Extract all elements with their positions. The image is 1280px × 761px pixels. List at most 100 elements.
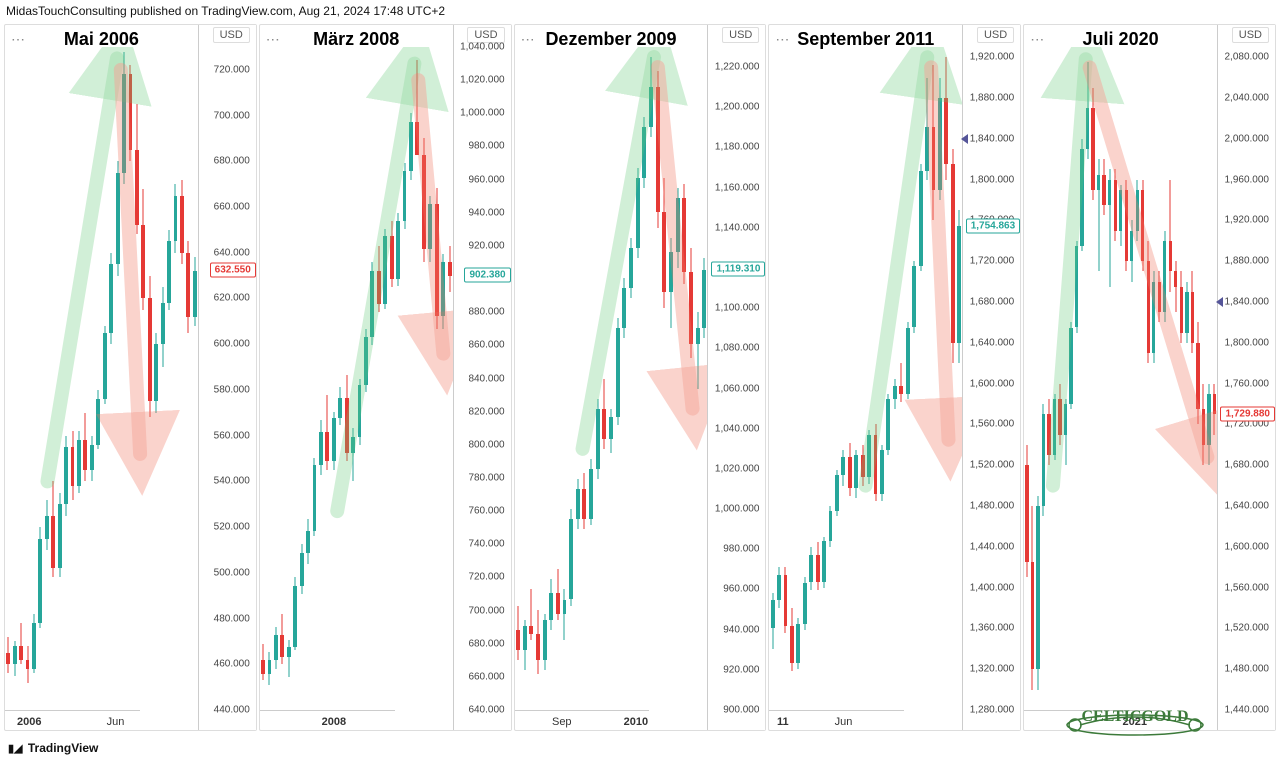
panel-menu-icon[interactable]: ⋯ — [521, 31, 536, 48]
y-tick: 1,920.000 — [1224, 215, 1269, 226]
y-tick: 1,480.000 — [970, 501, 1015, 512]
candle — [1031, 47, 1034, 710]
y-tick: 940.000 — [723, 624, 759, 635]
candle — [957, 47, 961, 710]
y-tick: 1,880.000 — [1224, 256, 1269, 267]
candle — [1114, 47, 1117, 710]
x-tick: 2021 — [1122, 716, 1146, 728]
panel-menu-icon[interactable]: ⋯ — [1030, 31, 1045, 48]
candle — [563, 47, 567, 710]
candle — [154, 47, 158, 710]
y-axis: USD1,280.0001,320.0001,360.0001,400.0001… — [962, 25, 1020, 730]
candle — [300, 47, 304, 710]
candle — [167, 47, 171, 710]
candle — [576, 47, 580, 710]
x-axis: 11 Jun — [769, 710, 904, 730]
candle — [1069, 47, 1072, 710]
candle — [345, 47, 349, 710]
candle — [351, 47, 355, 710]
y-tick: 920.000 — [723, 664, 759, 675]
candle — [822, 47, 826, 710]
y-tick: 800.000 — [468, 439, 504, 450]
candle — [403, 47, 407, 710]
panel-menu-icon[interactable]: ⋯ — [11, 31, 26, 48]
y-tick: 680.000 — [468, 638, 504, 649]
panel-menu-icon[interactable]: ⋯ — [775, 31, 790, 48]
y-tick: 880.000 — [468, 307, 504, 318]
candle — [38, 47, 42, 710]
candle — [1091, 47, 1094, 710]
candle — [45, 47, 49, 710]
x-tick: Jun — [835, 716, 853, 728]
y-tick: 2,000.000 — [1224, 133, 1269, 144]
y-tick: 960.000 — [468, 174, 504, 185]
x-tick: Sep — [552, 716, 572, 728]
candle — [96, 47, 100, 710]
candle — [141, 47, 145, 710]
candle — [899, 47, 903, 710]
candle — [148, 47, 152, 710]
x-axis: Sep2010 — [515, 710, 650, 730]
candle — [944, 47, 948, 710]
candle — [893, 47, 897, 710]
candle — [77, 47, 81, 710]
candle — [549, 47, 553, 710]
candle — [602, 47, 606, 710]
candle — [835, 47, 839, 710]
y-tick: 1,360.000 — [970, 623, 1015, 634]
candle — [1185, 47, 1188, 710]
y-tick: 1,280.000 — [970, 705, 1015, 716]
price-tag: 902.380 — [464, 268, 510, 283]
panel-title: Mai 2006 — [64, 29, 139, 50]
chart-panel: ⋯September 201111JunUSD1,280.0001,320.00… — [768, 24, 1021, 731]
candle — [816, 47, 820, 710]
y-axis: USD440.000460.000480.000500.000520.00054… — [198, 25, 256, 730]
panel-title: Dezember 2009 — [545, 29, 676, 50]
candle — [448, 47, 452, 710]
panel-menu-icon[interactable]: ⋯ — [266, 31, 281, 48]
candle — [1136, 47, 1139, 710]
candle — [523, 47, 527, 710]
y-tick: 1,400.000 — [970, 582, 1015, 593]
candle — [116, 47, 120, 710]
candle — [516, 47, 520, 710]
y-tick: 680.000 — [214, 156, 250, 167]
y-tick: 980.000 — [723, 544, 759, 555]
candle — [784, 47, 788, 710]
y-axis: USD900.000920.000940.000960.000980.0001,… — [707, 25, 765, 730]
candle — [829, 47, 833, 710]
candle — [83, 47, 87, 710]
candle — [912, 47, 916, 710]
candle — [103, 47, 107, 710]
y-tick: 740.000 — [468, 539, 504, 550]
y-tick: 1,440.000 — [970, 541, 1015, 552]
currency-label: USD — [722, 27, 759, 43]
price-marker-icon — [1216, 297, 1223, 307]
candle — [656, 47, 660, 710]
candle — [906, 47, 910, 710]
candle — [636, 47, 640, 710]
candle — [609, 47, 613, 710]
y-tick: 620.000 — [214, 293, 250, 304]
price-tag: 632.550 — [210, 262, 256, 277]
candle — [396, 47, 400, 710]
candle — [1130, 47, 1133, 710]
candle — [26, 47, 30, 710]
candle — [338, 47, 342, 710]
y-tick: 960.000 — [723, 584, 759, 595]
candle — [274, 47, 278, 710]
y-tick: 1,140.000 — [715, 222, 760, 233]
candle — [1075, 47, 1078, 710]
price-tag: 1,729.880 — [1220, 407, 1275, 422]
x-tick: 11 — [777, 716, 789, 728]
candle — [1042, 47, 1045, 710]
y-tick: 1,480.000 — [1224, 664, 1269, 675]
y-tick: 1,880.000 — [970, 93, 1015, 104]
y-tick: 860.000 — [468, 340, 504, 351]
y-tick: 440.000 — [214, 705, 250, 716]
candle — [938, 47, 942, 710]
chart-panel: ⋯März 20082008USD640.000660.000680.00070… — [259, 24, 512, 731]
candle — [109, 47, 113, 710]
candle — [129, 47, 133, 710]
candle — [90, 47, 94, 710]
